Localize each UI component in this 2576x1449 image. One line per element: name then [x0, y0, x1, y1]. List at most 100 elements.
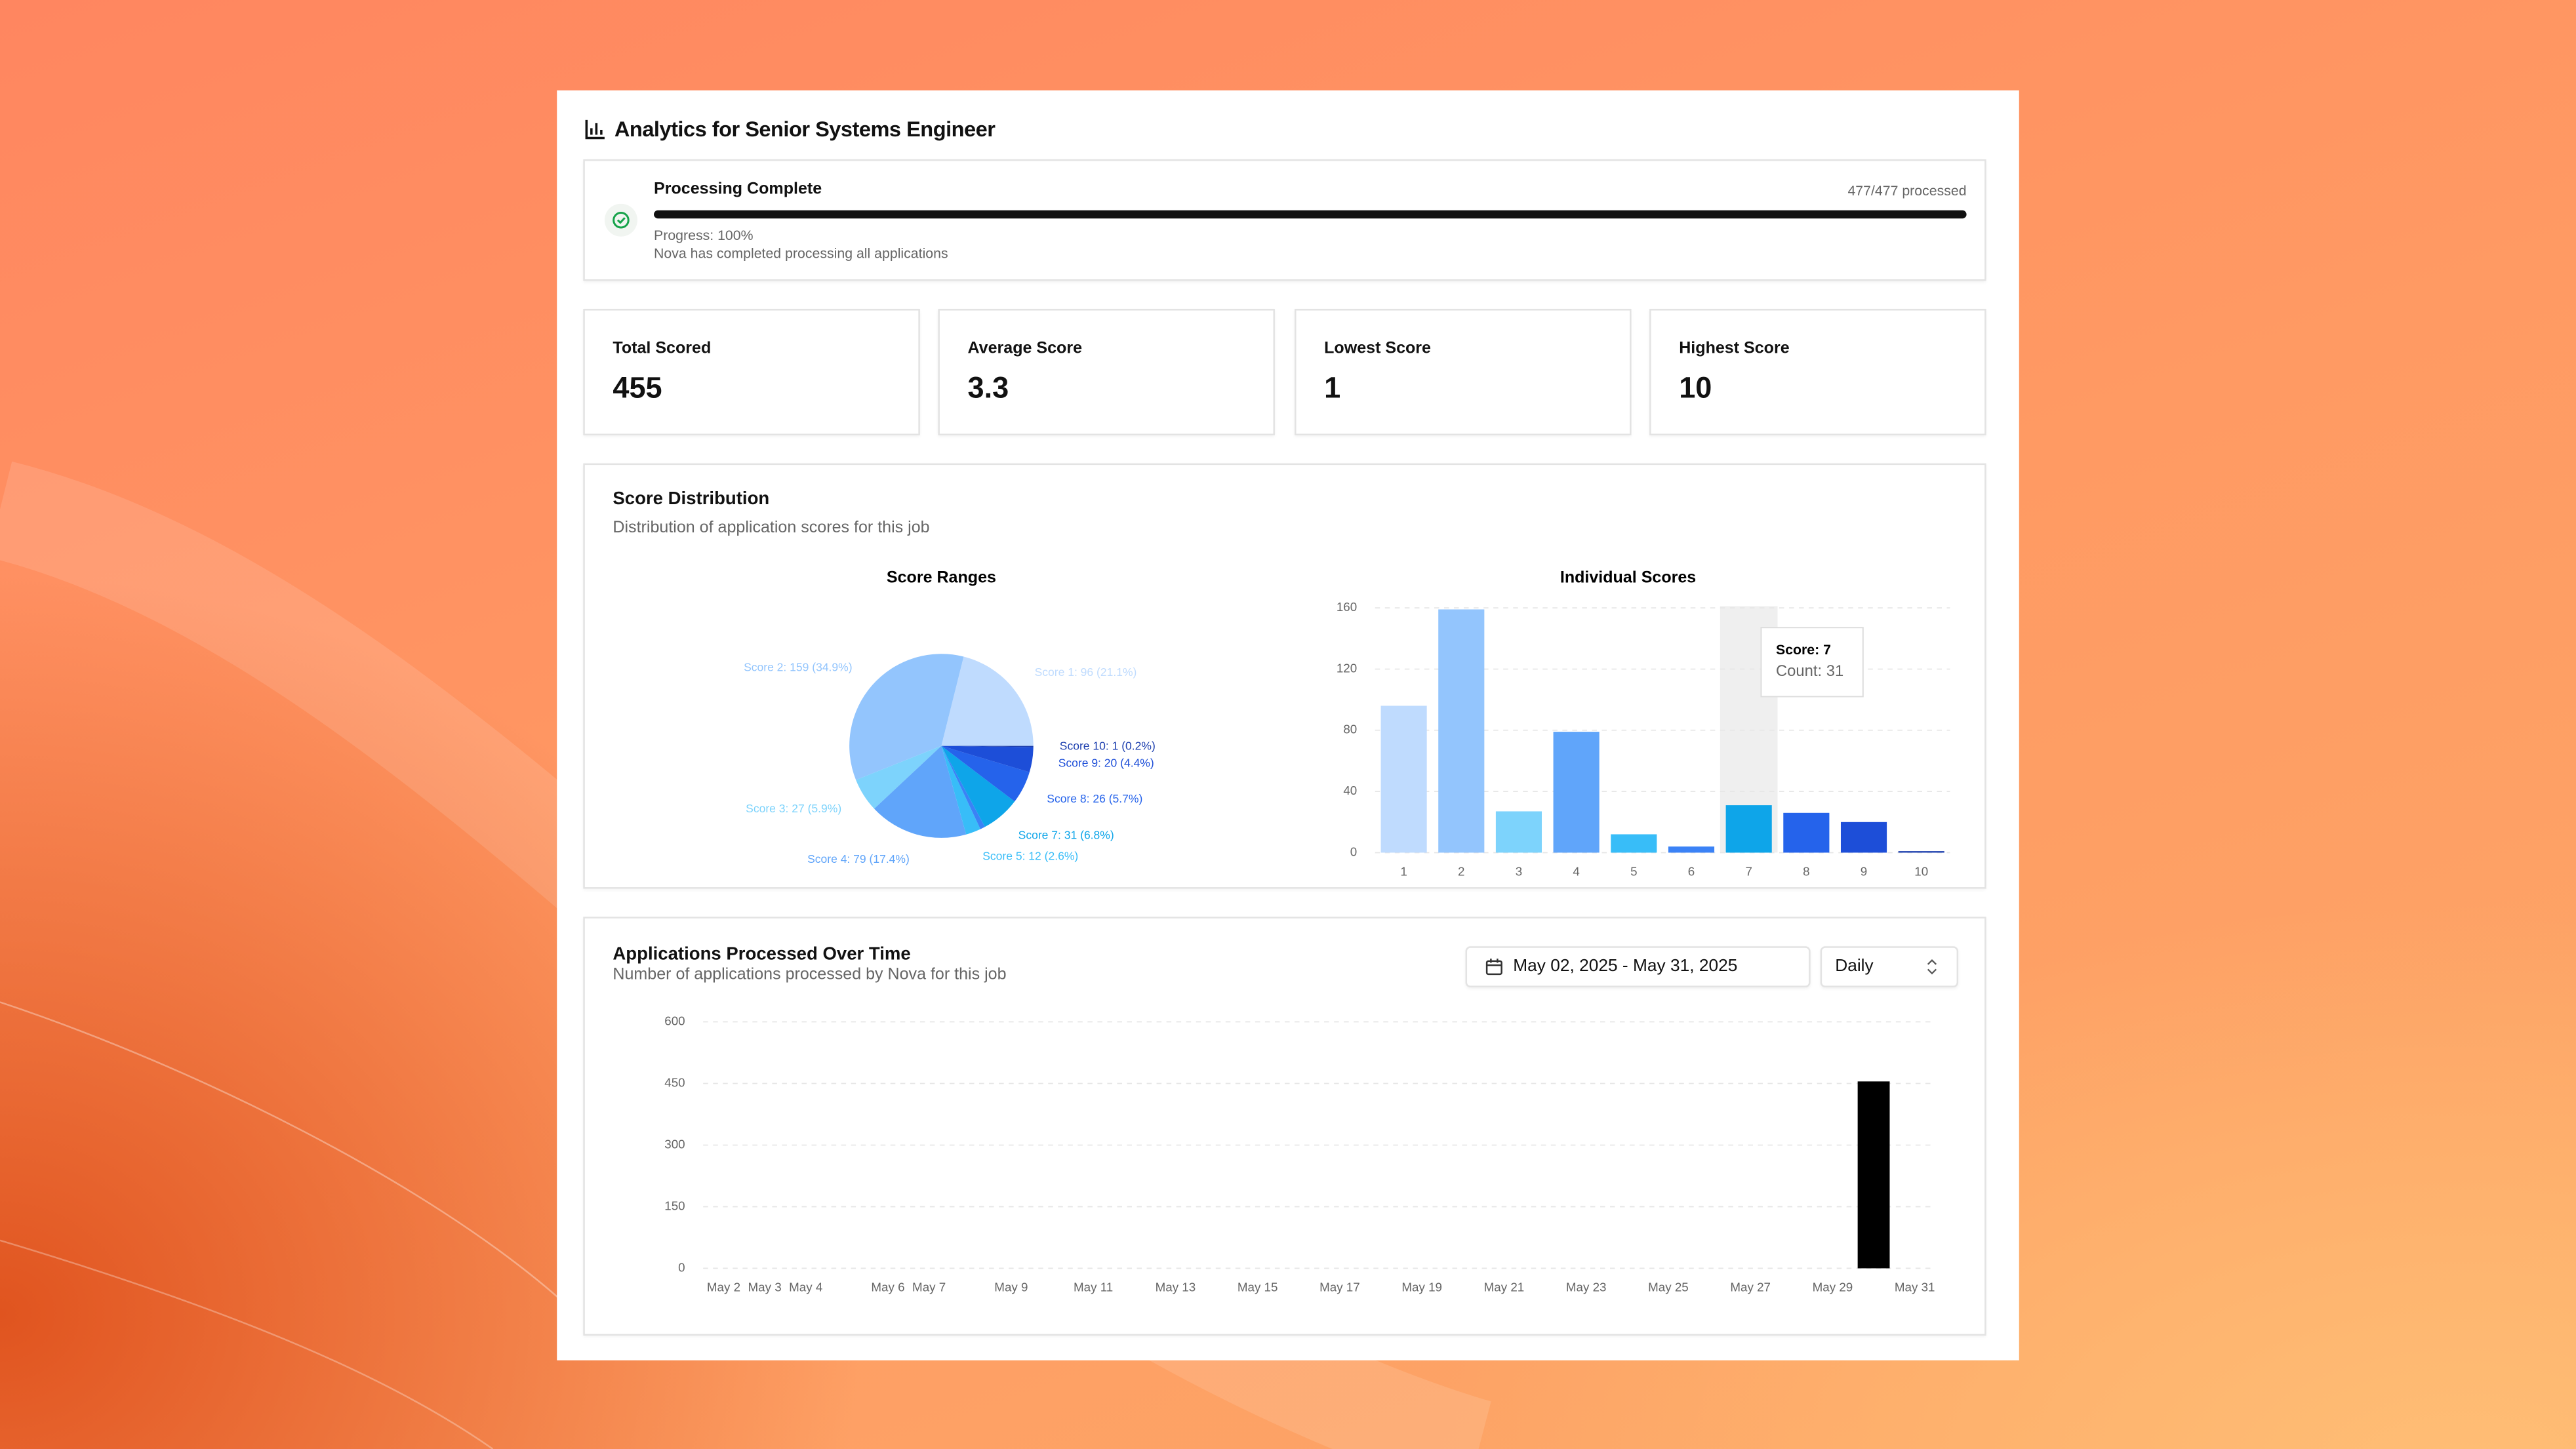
y-tick-label: 120 — [1337, 661, 1357, 675]
x-tick-label: 6 — [1688, 864, 1695, 878]
chart-title: Score Ranges — [887, 568, 996, 587]
x-tick-label: May 11 — [1074, 1280, 1113, 1294]
x-tick-label: May 2 — [707, 1280, 740, 1294]
pie-slice — [941, 745, 985, 829]
y-tick-label: 0 — [678, 1260, 685, 1274]
x-tick-label: May 6 — [871, 1280, 904, 1294]
x-tick-label: May 3 — [748, 1280, 782, 1294]
stat-label: Highest Score — [1679, 340, 1790, 359]
y-tick-label: 300 — [664, 1137, 685, 1151]
distribution-subtitle: Distribution of application scores for t… — [613, 519, 930, 538]
pie-label: Score 2: 159 (34.9%) — [744, 661, 853, 674]
pie-label: Score 4: 79 (17.4%) — [807, 852, 910, 865]
bar — [1783, 812, 1830, 853]
tooltip-body: Count: 31 — [1776, 662, 1843, 680]
stat-card — [583, 309, 920, 436]
x-tick-label: May 25 — [1648, 1280, 1689, 1294]
x-tick-label: May 29 — [1813, 1280, 1853, 1294]
calendar-icon — [1485, 959, 1502, 976]
y-tick-label: 160 — [1337, 600, 1357, 614]
chart-icon — [585, 119, 605, 140]
x-tick-label: May 31 — [1895, 1280, 1935, 1294]
y-tick-label: 450 — [664, 1075, 685, 1089]
bar — [1857, 1081, 1890, 1269]
bar — [1668, 846, 1715, 853]
stat-card — [1295, 309, 1632, 436]
x-tick-label: 2 — [1458, 864, 1464, 878]
bar — [1611, 834, 1657, 853]
pie-slice — [874, 745, 967, 838]
applications-subtitle: Number of applications processed by Nova… — [613, 966, 1007, 984]
pie-label: Score 1: 96 (21.1%) — [1035, 665, 1137, 679]
x-tick-label: May 9 — [994, 1280, 1028, 1294]
applications-title: Applications Processed Over Time — [613, 944, 911, 964]
pie-slice — [849, 654, 964, 780]
progress-bar — [654, 210, 1967, 219]
bar — [1438, 609, 1485, 853]
x-tick-label: 7 — [1745, 864, 1752, 878]
date-range-picker[interactable] — [1465, 946, 1811, 987]
progress-count: 477/477 processed — [1847, 182, 1967, 199]
stat-card — [938, 309, 1275, 436]
stat-label: Average Score — [967, 340, 1083, 359]
stat-value: 10 — [1679, 371, 1712, 405]
select-chevron — [1927, 959, 1937, 975]
progress-title: Processing Complete — [654, 180, 822, 199]
y-tick-label: 0 — [1350, 844, 1357, 858]
stat-label: Total Scored — [613, 340, 712, 359]
x-tick-label: May 23 — [1566, 1280, 1607, 1294]
chart-title: Individual Scores — [1560, 568, 1696, 587]
interval: Daily — [1835, 956, 1874, 976]
bar — [1898, 851, 1944, 853]
pie-slice — [941, 745, 1034, 747]
stat-card — [1649, 309, 1986, 436]
tooltip-box — [1760, 627, 1864, 698]
x-tick-label: 3 — [1516, 864, 1522, 878]
x-tick-label: May 17 — [1319, 1280, 1360, 1294]
date-range: May 02, 2025 - May 31, 2025 — [1513, 956, 1738, 976]
x-tick-label: 4 — [1573, 864, 1579, 878]
x-tick-label: May 4 — [789, 1280, 822, 1294]
pie-label: Score 5: 12 (2.6%) — [982, 849, 1078, 862]
stat-value: 1 — [1324, 371, 1341, 405]
x-tick-label: May 13 — [1156, 1280, 1196, 1294]
bar — [1495, 811, 1542, 853]
pie-label: Score 10: 1 (0.2%) — [1060, 739, 1156, 752]
x-tick-label: 10 — [1914, 864, 1928, 878]
x-tick-label: 1 — [1400, 864, 1407, 878]
stat-value: 455 — [613, 371, 662, 405]
progress-card — [583, 159, 1986, 281]
progress-message: Nova has completed processing all applic… — [654, 245, 948, 262]
tooltip: Score: 7 Count: 31 — [1760, 627, 1864, 698]
x-tick-label: 8 — [1803, 864, 1809, 878]
stat-value: 3.3 — [967, 371, 1009, 405]
interval-select[interactable] — [1820, 946, 1959, 987]
x-tick-label: May 19 — [1401, 1280, 1442, 1294]
y-tick-label: 40 — [1343, 784, 1357, 797]
x-tick-label: May 27 — [1730, 1280, 1771, 1294]
x-tick-label: 9 — [1861, 864, 1867, 878]
pie-label: Score 3: 27 (5.9%) — [746, 802, 841, 815]
y-tick-label: 600 — [664, 1014, 685, 1028]
pie-slice — [941, 745, 1015, 827]
x-tick-label: 5 — [1630, 864, 1637, 878]
pie-slice — [941, 656, 1034, 746]
complete-icon — [604, 203, 637, 237]
bar — [1553, 732, 1600, 853]
distribution-title: Score Distribution — [613, 489, 770, 509]
pie-label: Score 7: 31 (6.8%) — [1018, 828, 1114, 841]
pie-label: Score 9: 20 (4.4%) — [1058, 757, 1154, 770]
pie-slice — [941, 745, 1030, 802]
y-tick-label: 150 — [664, 1199, 685, 1212]
x-tick-label: May 21 — [1484, 1280, 1525, 1294]
pie-slice — [856, 745, 942, 809]
pie-slice — [941, 745, 980, 835]
page-title: Analytics for Senior Systems Engineer — [614, 116, 996, 142]
y-tick-label: 80 — [1343, 723, 1357, 736]
x-tick-label: May 15 — [1238, 1280, 1278, 1294]
progress-percent: Progress: 100% — [654, 226, 754, 243]
bar — [1380, 705, 1427, 853]
tooltip-title: Score: 7 — [1776, 642, 1831, 658]
